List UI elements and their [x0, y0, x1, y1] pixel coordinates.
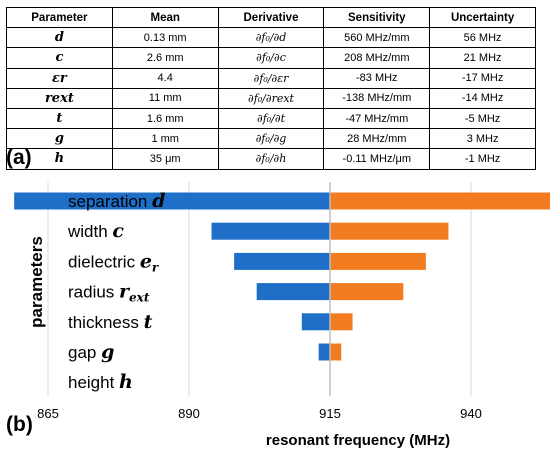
- bars: [14, 192, 550, 361]
- table-row: t 1.6 mm ∂f₀/∂t -47 MHz/mm -5 MHz: [6, 107, 536, 130]
- category-label: dielectric er: [68, 250, 160, 274]
- bar-low: [318, 343, 330, 361]
- bar-high: [330, 192, 550, 210]
- panel-b-label: (b): [6, 413, 33, 436]
- category-label: thickness t: [68, 311, 153, 333]
- bar-high: [330, 222, 449, 240]
- sensitivity-cell: -0.11 MHz/μm: [323, 148, 431, 170]
- uncertainty-cell: -1 MHz: [429, 148, 536, 170]
- category-label: height h: [68, 371, 133, 393]
- uncertainty-cell: -14 MHz: [429, 87, 536, 109]
- bar-high: [330, 313, 353, 331]
- bar-low: [301, 313, 330, 331]
- uncertainty-cell: 56 MHz: [429, 27, 536, 49]
- sensitivity-cell: -138 MHz/mm: [323, 87, 431, 109]
- uncertainty-cell: -5 MHz: [429, 107, 536, 130]
- table-row: d 0.13 mm ∂f₀/∂d 560 MHz/mm 56 MHz: [6, 27, 536, 49]
- col-header-uncertainty: Uncertainty: [429, 6, 536, 29]
- x-tick-label: 865: [37, 406, 59, 421]
- category-label: radius rext: [68, 281, 150, 305]
- x-tick-labels: 865890915940965990: [37, 406, 482, 421]
- mean-cell: 35 μm: [111, 148, 219, 170]
- bar-low: [234, 252, 330, 270]
- y-axis-title: parameters: [27, 236, 46, 328]
- bar-high: [330, 343, 342, 361]
- sensitivity-cell: 560 MHz/mm: [323, 27, 431, 49]
- bar-low: [211, 222, 330, 240]
- category-label: width c: [67, 220, 124, 242]
- derivative-cell: ∂f₀/∂rext: [217, 87, 325, 109]
- parameter-table: Parameter Mean Derivative Sensitivity Un…: [6, 6, 536, 170]
- category-label: separation d: [68, 190, 165, 212]
- x-tick-label: 915: [319, 406, 341, 421]
- derivative-cell: ∂f₀/∂h: [217, 148, 325, 170]
- bar-high: [330, 283, 404, 301]
- x-tick-label: 890: [178, 406, 200, 421]
- table-row: c 2.6 mm ∂f₀/∂c 208 MHz/mm 21 MHz: [6, 47, 536, 69]
- param-cell: rext: [6, 87, 113, 109]
- bar-high: [330, 252, 426, 270]
- x-axis-title: resonant frequency (MHz): [266, 432, 450, 449]
- category-labels: separation d width c dielectric er radius r…: [67, 190, 165, 393]
- category-label: gap g: [68, 341, 114, 363]
- x-tick-label: 940: [460, 406, 482, 421]
- table-row: g 1 mm ∂f₀/∂g 28 MHz/mm 3 MHz: [6, 128, 536, 150]
- table-header-row: Parameter Mean Derivative Sensitivity Un…: [6, 6, 536, 29]
- table-row: εr 4.4 ∂f₀/∂εr -83 MHz -17 MHz: [6, 67, 536, 89]
- sensitivity-cell: -47 MHz/mm: [323, 107, 431, 130]
- table-row: h 35 μm ∂f₀/∂h -0.11 MHz/μm -1 MHz: [6, 148, 536, 170]
- derivative-cell: ∂f₀/∂εr: [217, 67, 325, 89]
- bar-low: [256, 283, 330, 301]
- panel-a-label: (a): [6, 146, 32, 169]
- bar-low: [14, 192, 330, 210]
- table-row: rext 11 mm ∂f₀/∂rext -138 MHz/mm -14 MHz: [6, 87, 536, 109]
